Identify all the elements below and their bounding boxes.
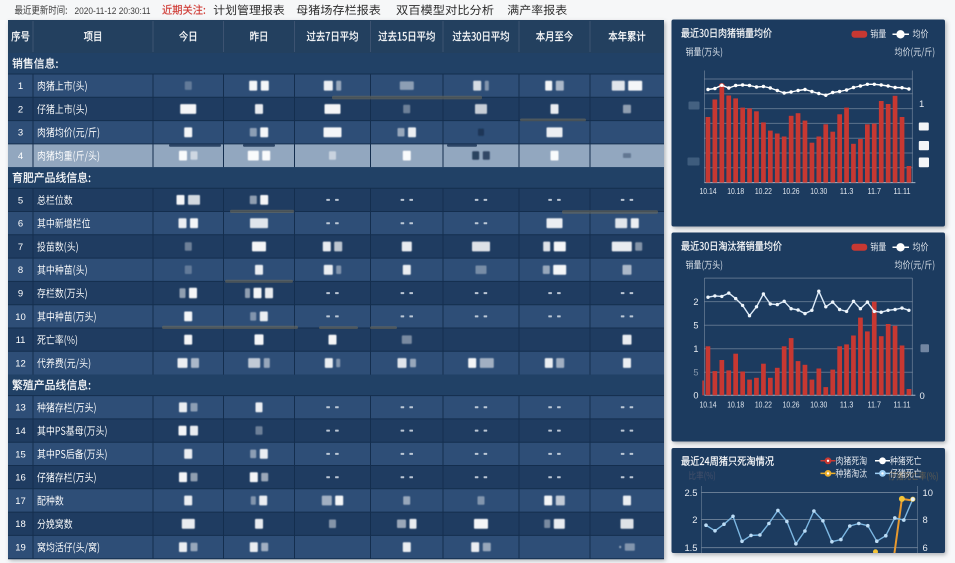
svg-text:2020-11-12 20:30:11: 2020-11-12 20:30:11 bbox=[75, 6, 151, 17]
svg-text:17: 17 bbox=[15, 496, 26, 507]
svg-text:0: 0 bbox=[693, 391, 698, 401]
svg-text:11: 11 bbox=[16, 335, 26, 346]
svg-text:11.3: 11.3 bbox=[840, 399, 854, 409]
svg-text:1: 1 bbox=[18, 81, 23, 92]
svg-text:10.26: 10.26 bbox=[783, 399, 800, 409]
svg-text:0: 0 bbox=[920, 391, 925, 402]
svg-text:10.30: 10.30 bbox=[810, 399, 827, 409]
svg-text:5: 5 bbox=[18, 195, 23, 206]
svg-text:11.7: 11.7 bbox=[868, 186, 882, 196]
svg-text:3: 3 bbox=[18, 128, 23, 139]
svg-text:11.7: 11.7 bbox=[868, 399, 882, 409]
svg-text:8: 8 bbox=[18, 265, 23, 276]
svg-text:10: 10 bbox=[923, 487, 933, 498]
svg-text:10.22: 10.22 bbox=[755, 186, 772, 196]
svg-text:2: 2 bbox=[692, 514, 697, 525]
svg-text:2: 2 bbox=[18, 104, 23, 115]
svg-text:2: 2 bbox=[693, 297, 698, 307]
svg-text:1: 1 bbox=[919, 99, 924, 110]
svg-text:10.18: 10.18 bbox=[727, 186, 744, 196]
svg-text:10: 10 bbox=[15, 312, 26, 323]
svg-text:6: 6 bbox=[923, 542, 928, 553]
svg-text:14: 14 bbox=[15, 426, 26, 437]
svg-text:10.26: 10.26 bbox=[783, 186, 800, 196]
svg-text:5: 5 bbox=[693, 321, 698, 331]
svg-text:9: 9 bbox=[18, 288, 23, 299]
svg-text:18: 18 bbox=[15, 519, 26, 530]
svg-text:5: 5 bbox=[693, 368, 698, 378]
svg-text:10.30: 10.30 bbox=[810, 186, 827, 196]
svg-text:10.14: 10.14 bbox=[700, 186, 717, 196]
svg-text:12: 12 bbox=[15, 358, 26, 369]
svg-text:11.11: 11.11 bbox=[894, 399, 911, 409]
svg-text:11.3: 11.3 bbox=[840, 186, 854, 196]
svg-text:6: 6 bbox=[18, 219, 23, 230]
svg-text:2.5: 2.5 bbox=[684, 487, 697, 498]
svg-text:7: 7 bbox=[18, 242, 23, 253]
svg-text:4: 4 bbox=[18, 151, 23, 162]
svg-text:1: 1 bbox=[693, 344, 698, 354]
svg-text:10.14: 10.14 bbox=[700, 399, 717, 409]
svg-text:10.18: 10.18 bbox=[727, 399, 744, 409]
svg-text:15: 15 bbox=[15, 449, 26, 460]
svg-text:19: 19 bbox=[15, 543, 26, 554]
svg-text:10.22: 10.22 bbox=[755, 399, 772, 409]
svg-text:16: 16 bbox=[15, 473, 26, 484]
svg-text:8: 8 bbox=[923, 514, 928, 525]
svg-text:1.5: 1.5 bbox=[684, 542, 697, 553]
svg-text:11.11: 11.11 bbox=[894, 186, 911, 196]
svg-text:13: 13 bbox=[15, 403, 26, 414]
